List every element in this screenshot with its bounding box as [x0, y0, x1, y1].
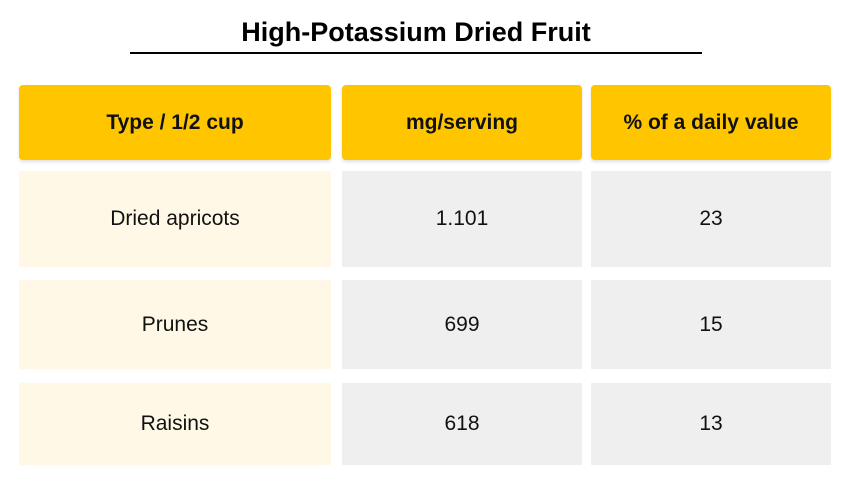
- title-underline: [130, 52, 702, 54]
- table-title: High-Potassium Dried Fruit: [241, 17, 591, 47]
- column-header-mg-serving: mg/serving: [342, 85, 582, 160]
- table-cell-mg-serving: 699: [342, 280, 582, 369]
- table-cell-type: Prunes: [19, 280, 331, 369]
- table-cell-mg-serving: 618: [342, 383, 582, 465]
- table-cell-mg-serving: 1.101: [342, 171, 582, 267]
- table-cell-daily-value: 13: [591, 383, 831, 465]
- table-cell-daily-value: 23: [591, 171, 831, 267]
- column-header-daily-value: % of a daily value: [591, 85, 831, 160]
- table-cell-type: Dried apricots: [19, 171, 331, 267]
- column-header-type: Type / 1/2 cup: [19, 85, 331, 160]
- table-cell-daily-value: 15: [591, 280, 831, 369]
- table-cell-type: Raisins: [19, 383, 331, 465]
